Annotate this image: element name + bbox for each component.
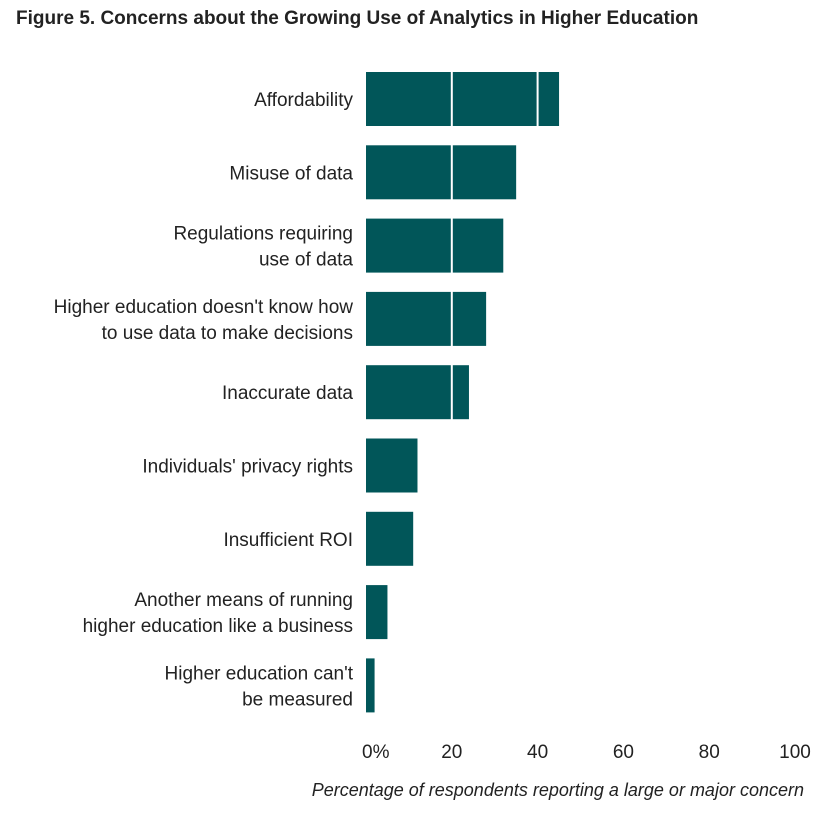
x-tick-label-4: 80 [699, 742, 720, 763]
category-label-9: Higher education can't be measured [165, 663, 354, 710]
gridlines-group [450, 70, 711, 715]
bar-8 [366, 585, 388, 640]
category-label-7: Insufficient ROI [223, 530, 353, 551]
bar-2 [366, 145, 517, 200]
category-label-4: Higher education doesn't know how to use … [54, 297, 354, 344]
bar-1 [366, 72, 560, 126]
bar-chart: Affordability Misuse of data Regulations r… [54, 70, 811, 763]
x-tick-label-0: 0% [362, 742, 390, 763]
chart-title: Figure 5. Concerns about the Growing Use… [16, 8, 699, 29]
bar-4 [366, 291, 487, 346]
bar-6 [366, 438, 418, 493]
bar-9 [366, 658, 375, 713]
bar-3 [366, 218, 504, 273]
category-label-3: Regulations requiring use of data [173, 224, 353, 271]
x-tick-label-3: 60 [613, 742, 634, 763]
category-labels-group: Affordability Misuse of data Regulations r… [54, 90, 354, 710]
x-tick-label-5: 100 [779, 742, 811, 763]
category-label-6: Individuals' privacy rights [142, 457, 353, 478]
x-tick-labels-group: 0% 20 40 60 80 100 [362, 742, 811, 763]
bar-7 [366, 511, 414, 566]
x-tick-label-1: 20 [441, 742, 462, 763]
category-label-2: Misuse of data [229, 163, 353, 184]
category-label-5: Inaccurate data [222, 383, 353, 404]
bars-group [366, 72, 560, 713]
x-tick-label-2: 40 [527, 742, 548, 763]
x-axis-label: Percentage of respondents reporting a la… [311, 780, 804, 800]
bar-5 [366, 365, 469, 420]
category-label-8: Another means of running higher education… [83, 590, 353, 637]
category-label-1: Affordability [254, 90, 353, 111]
